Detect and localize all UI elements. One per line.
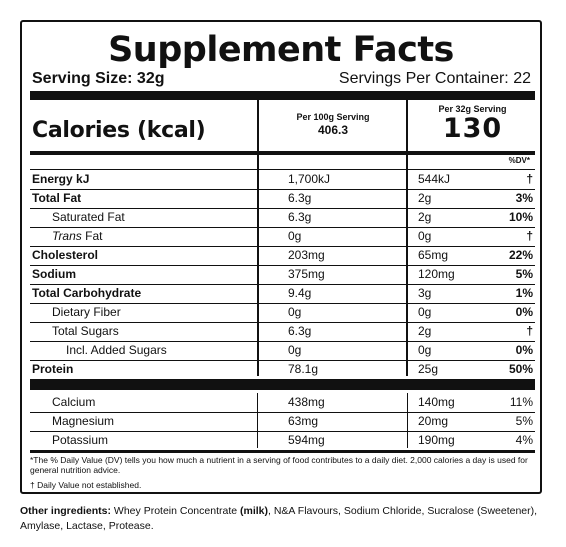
other-ingredients-label: Other ingredients: [20,505,112,517]
nutrient-row: Trans Fat 0g 0g † [52,229,533,243]
trans-label: Trans [52,229,82,243]
footnote-divider [30,450,535,453]
nutrient-row: Total Carbohydrate 9.4g 3g 1% [32,286,533,300]
servings-per-container: Servings Per Container: 22 [338,70,531,87]
row-rule [30,303,535,304]
dv-header: %DV* [508,156,530,165]
nutrient-row: Saturated Fat 6.3g 2g 10% [52,210,533,224]
row-rule [30,431,535,432]
calories-divider [30,151,535,155]
other-ingredients: Other ingredients: Whey Protein Concentr… [20,504,540,534]
row-rule [30,322,535,323]
serving-size: Serving Size: 32g [32,70,165,87]
per-32g-calories: 130 [442,113,503,144]
row-rule [30,412,535,413]
mineral-row: Magnesium 63mg 20mg 5% [52,414,533,428]
header-rule [30,169,535,170]
top-thick-divider [30,91,535,100]
nutrient-row: Energy kJ 1,700kJ 544kJ † [32,172,533,186]
row-rule [30,227,535,228]
per-100g-label: Per 100g Serving [296,112,370,122]
column-divider-2 [406,100,408,376]
panel-title: Supplement Facts [108,30,454,70]
supplement-facts-panel: Supplement Facts Serving Size: 32g Servi… [20,20,542,494]
nutrient-row: Sodium 375mg 120mg 5% [32,267,533,281]
nutrient-row: Total Fat 6.3g 2g 3% [32,191,533,205]
column-divider-2-minerals [407,393,408,448]
row-rule [30,189,535,190]
per-100g-calories: 406.3 [317,123,349,137]
other-ingredients-text-1: Whey Protein Concentrate [111,505,240,517]
nutrient-row: Incl. Added Sugars 0g 0g 0% [66,343,533,357]
nutrient-row: Total Sugars 6.3g 2g † [52,324,533,338]
row-rule [30,265,535,266]
nutrient-row: Protein 78.1g 25g 50% [32,362,533,376]
row-rule [30,208,535,209]
nutrient-row: Cholesterol 203mg 65mg 22% [32,248,533,262]
row-rule [30,341,535,342]
per-32g-label: Per 32g Serving [438,104,507,114]
trans-fat-suffix: Fat [81,229,103,243]
nutrient-row: Dietary Fiber 0g 0g 0% [52,305,533,319]
row-rule [30,284,535,285]
dv-footnote: *The % Daily Value (DV) tells you how mu… [30,455,528,475]
allergen-milk: (milk) [240,505,269,517]
column-divider-1-minerals [257,393,258,448]
column-divider-1 [257,100,259,376]
calories-label: Calories (kcal) [32,118,206,143]
mineral-row: Potassium 594mg 190mg 4% [52,433,533,447]
other-ingredients-text-2: , N&A Flavours, Sodium Chloride, Sucralo… [20,505,538,532]
mineral-row: Calcium 438mg 140mg 11% [52,395,533,409]
protein-divider [30,379,535,390]
row-rule [30,246,535,247]
row-rule [30,360,535,361]
dagger-footnote: † Daily Value not established. [30,480,142,490]
